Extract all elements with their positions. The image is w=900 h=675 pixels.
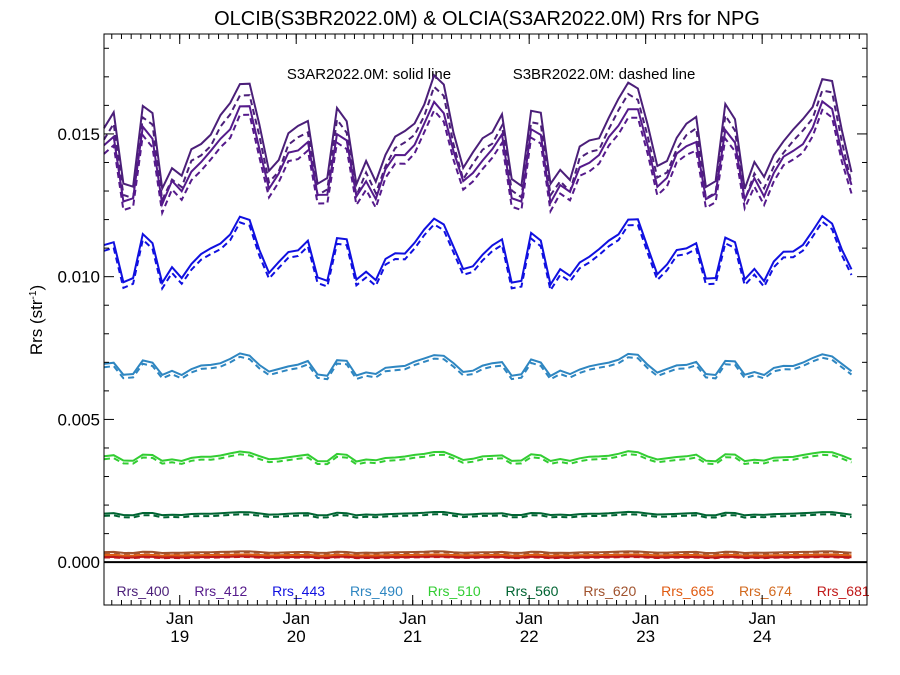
y-tick-label: 0.010 <box>57 268 100 287</box>
series-lines <box>103 73 853 560</box>
series-line-Rrs_560-solid <box>103 510 852 517</box>
legend-Rrs_443: Rrs_443 <box>272 583 325 599</box>
series-line-Rrs_412-solid <box>103 99 853 208</box>
x-tick-label-month: Jan <box>282 609 309 628</box>
legend-Rrs_674: Rrs_674 <box>739 583 792 599</box>
legend: Rrs_400 Rrs_412 Rrs_443 Rrs_490 Rrs_510 Rrs_5… <box>117 583 870 599</box>
legend-Rrs_490: Rrs_490 <box>350 583 403 599</box>
x-tick-label-month: Jan <box>748 609 775 628</box>
series-line-Rrs_490-dashed <box>103 355 853 381</box>
chart-title: OLCIB(S3BR2022.0M) & OLCIA(S3AR2022.0M) … <box>214 8 760 30</box>
series-line-Rrs_412-dashed <box>103 108 853 217</box>
x-tick-label-year: 23 <box>636 627 655 646</box>
x-tick-label-year: 20 <box>287 627 306 646</box>
legend-Rrs_665: Rrs_665 <box>661 583 714 599</box>
series-line-Rrs_400-dashed <box>103 85 853 204</box>
series-line-Rrs_400-solid <box>103 73 853 192</box>
legend-Rrs_412: Rrs_412 <box>194 583 247 599</box>
x-tick-label-year: 21 <box>403 627 422 646</box>
series-line-Rrs_490-solid <box>103 352 853 378</box>
series-line-Rrs_681-dashed <box>104 555 852 560</box>
x-tick-label-month: Jan <box>166 609 193 628</box>
legend-Rrs_620: Rrs_620 <box>583 583 636 599</box>
legend-Rrs_681: Rrs_681 <box>817 583 870 599</box>
series-line-Rrs_510-solid <box>103 450 852 463</box>
x-tick-label-year: 24 <box>753 627 772 646</box>
x-tick-label-month: Jan <box>399 609 426 628</box>
annotation-solid-line: S3AR2022.0M: solid line <box>287 66 451 83</box>
legend-Rrs_400: Rrs_400 <box>117 583 170 599</box>
axis-ticks: 0.0000.0050.0100.015Jan19Jan20Jan21Jan22… <box>57 34 867 646</box>
series-line-Rrs_560-dashed <box>103 513 852 519</box>
y-axis-label: Rrs (str-1) <box>27 285 46 355</box>
series-line-Rrs_443-solid <box>103 214 853 288</box>
series-line-Rrs_443-dashed <box>103 220 853 293</box>
series-line-Rrs_620-dashed <box>103 551 852 555</box>
series-line-Rrs_510-dashed <box>103 453 852 466</box>
y-tick-label: 0.000 <box>57 553 100 572</box>
legend-Rrs_560: Rrs_560 <box>506 583 559 599</box>
y-tick-label: 0.015 <box>57 125 100 144</box>
x-tick-label-month: Jan <box>632 609 659 628</box>
legend-Rrs_510: Rrs_510 <box>428 583 481 599</box>
plot-frame <box>103 33 868 606</box>
x-tick-label-month: Jan <box>515 609 542 628</box>
x-tick-label-year: 22 <box>520 627 539 646</box>
y-tick-label: 0.005 <box>57 410 100 429</box>
annotation-dashed-line: S3BR2022.0M: dashed line <box>513 66 696 83</box>
x-tick-label-year: 19 <box>170 627 189 646</box>
